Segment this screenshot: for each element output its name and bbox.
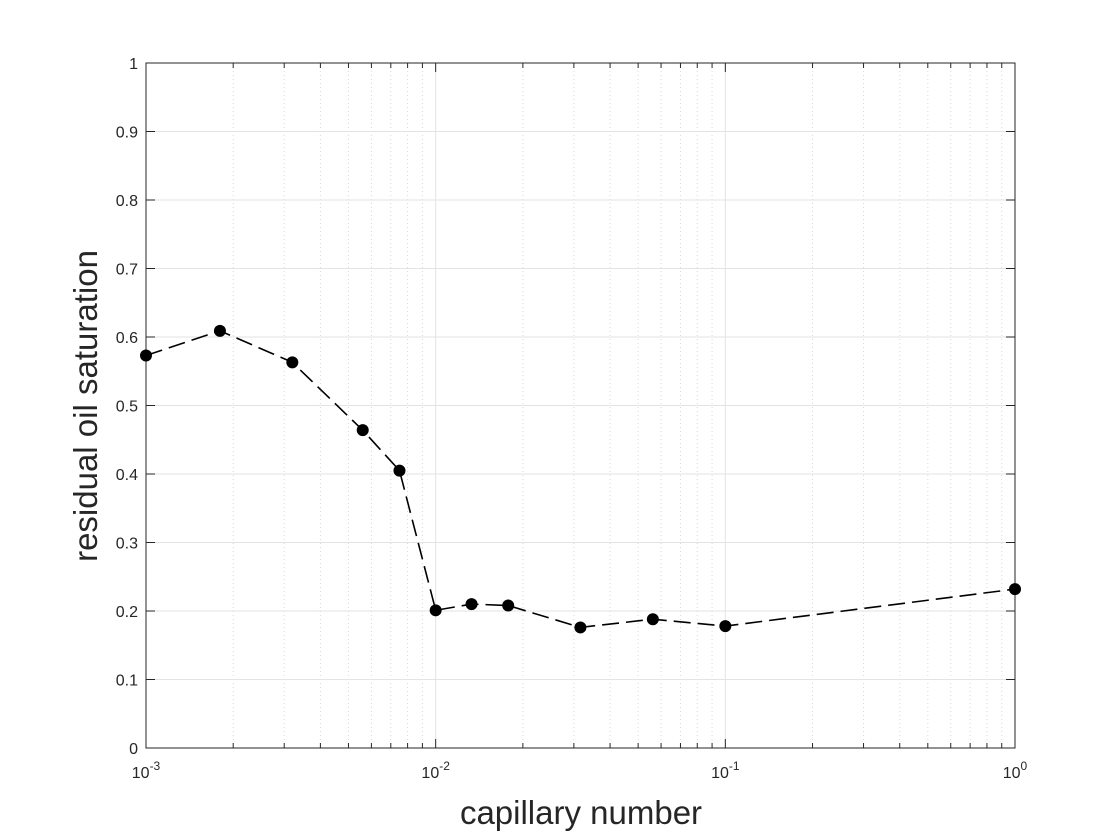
series-layer — [140, 324, 1021, 634]
y-tick-label: 0.9 — [116, 125, 138, 142]
labels-layer: capillary number residual oil saturation — [67, 250, 702, 831]
y-tick-label: 0.3 — [116, 536, 138, 553]
data-point — [719, 620, 732, 633]
x-tick-label: 10-1 — [711, 759, 740, 782]
data-point — [140, 349, 152, 362]
x-axis-label: capillary number — [460, 794, 702, 831]
y-tick-label: 0.2 — [116, 604, 138, 621]
x-tick-label: 100 — [1003, 759, 1028, 782]
x-tick-label: 10-3 — [132, 759, 161, 782]
y-tick-label: 0.1 — [116, 673, 138, 690]
y-tick-label: 0 — [129, 741, 138, 758]
data-point — [356, 424, 369, 437]
y-tick-label: 0.8 — [116, 193, 138, 210]
data-point — [213, 324, 226, 337]
x-tick-label: 10-2 — [421, 759, 450, 782]
data-point — [502, 599, 515, 612]
grid-layer — [145, 62, 1016, 749]
data-point — [646, 613, 659, 626]
y-tick-label: 0.5 — [116, 399, 138, 416]
axes-layer: 10-3 10-2 10-1 100 0 0.1 0.2 0.3 0.4 0.5 0.6 0.7 0.8… — [116, 56, 1028, 782]
data-point — [393, 464, 406, 477]
y-tick-label: 0.7 — [116, 262, 138, 279]
series-line — [145, 329, 1016, 629]
data-point — [1009, 583, 1021, 596]
y-tick-label: 1 — [129, 56, 138, 73]
y-tick-label: 0.6 — [116, 330, 138, 347]
data-point — [574, 621, 587, 634]
data-point — [429, 604, 442, 617]
y-axis-label: residual oil saturation — [67, 250, 104, 562]
y-tick-label: 0.4 — [116, 467, 138, 484]
data-point — [286, 356, 299, 369]
data-point — [465, 598, 478, 611]
